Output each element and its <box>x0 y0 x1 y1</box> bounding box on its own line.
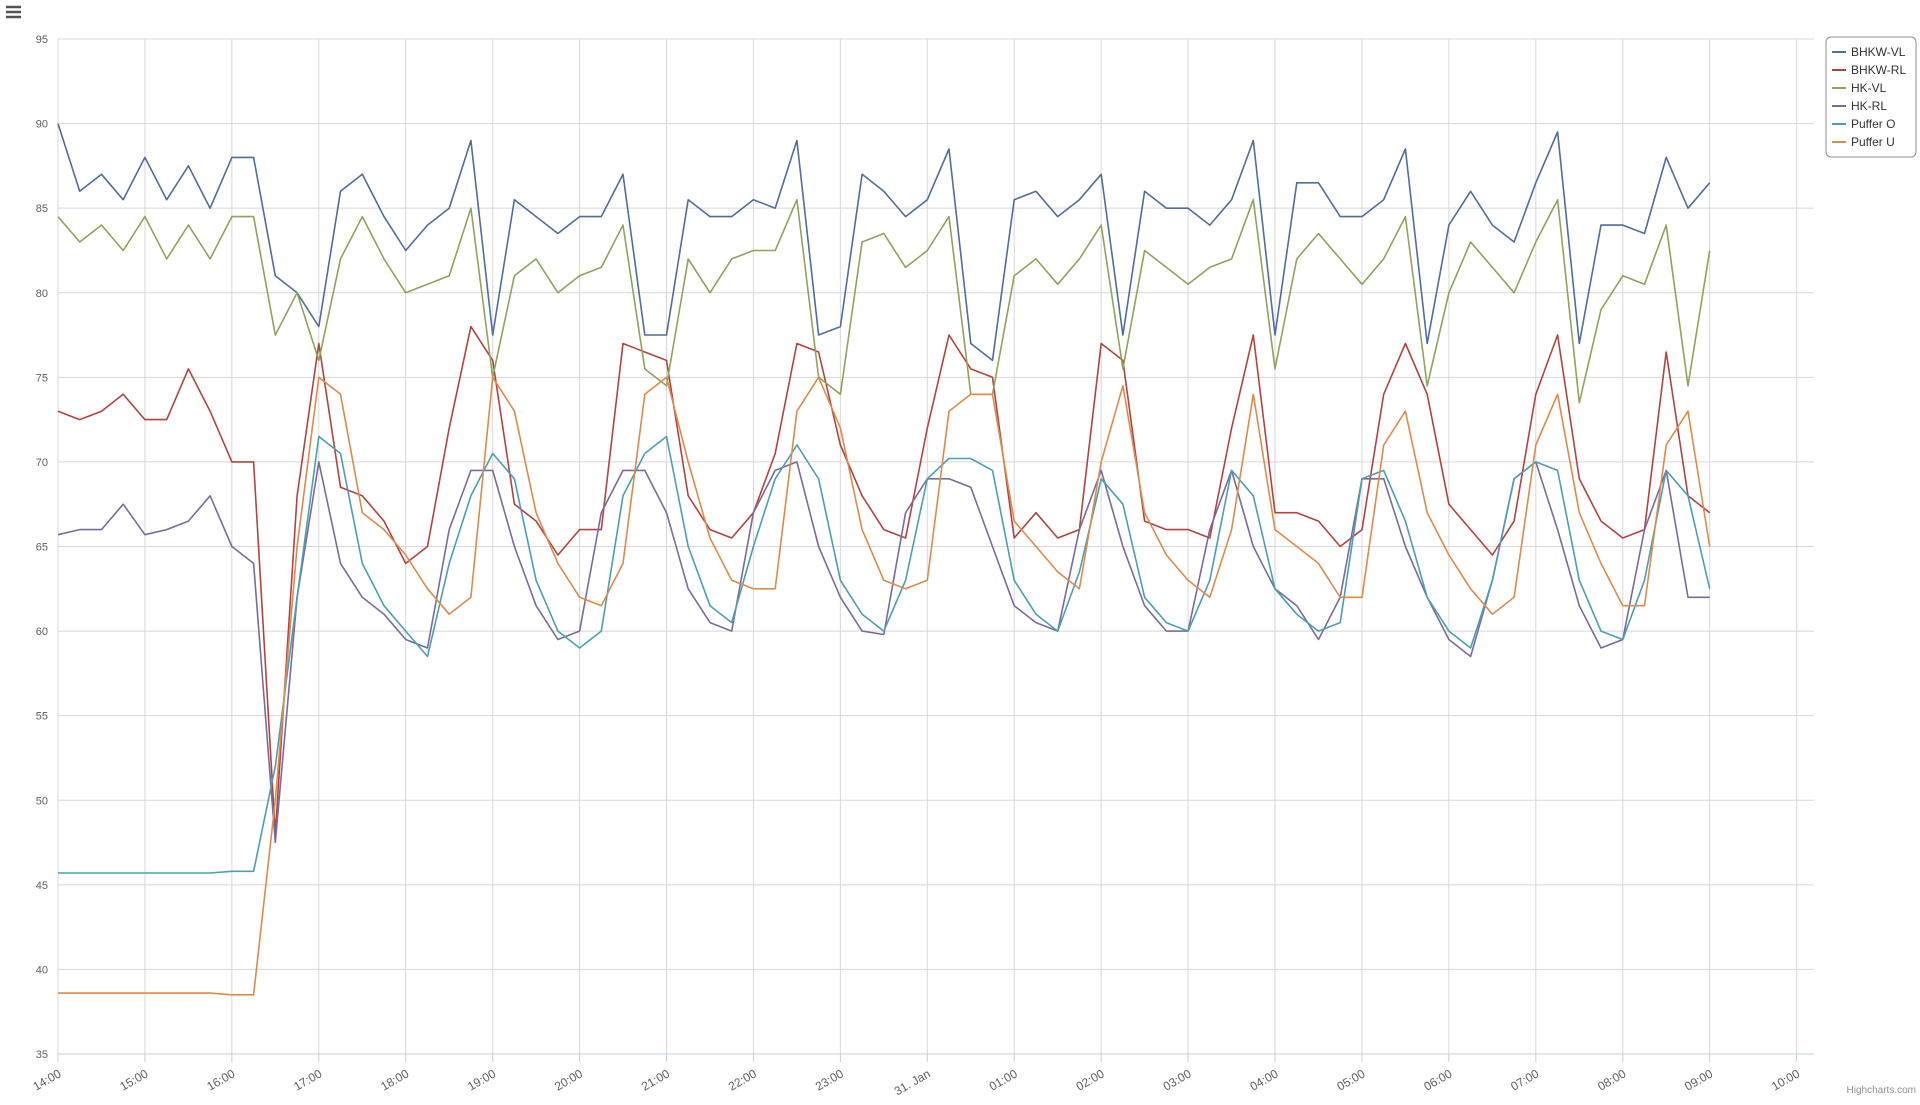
x-tick-label: 16:00 <box>204 1066 237 1093</box>
menu-button[interactable] <box>2 2 26 22</box>
legend-item[interactable]: HK-RL <box>1832 99 1887 113</box>
legend: BHKW-VL BHKW-RL HK-VL HK-RL Puffer O Puffer U <box>1825 36 1917 158</box>
x-tick-label: 18:00 <box>378 1066 411 1093</box>
credits[interactable]: Highcharts.com <box>1847 1085 1916 1096</box>
x-tick-label: 09:00 <box>1682 1066 1715 1093</box>
y-tick-label: 65 <box>36 542 48 554</box>
legend-item[interactable]: Puffer U <box>1832 135 1895 149</box>
y-tick-label: 85 <box>36 203 48 215</box>
series-line <box>57 198 1711 404</box>
series-line <box>57 325 1711 835</box>
grid <box>57 38 1814 1055</box>
y-tick-label: 55 <box>36 711 48 723</box>
y-tick-label: 40 <box>36 964 48 976</box>
x-tick-label: 10:00 <box>1769 1066 1802 1093</box>
legend-label: Puffer U <box>1851 135 1895 149</box>
x-tick-label: 15:00 <box>117 1066 150 1093</box>
y-tick-label: 75 <box>36 372 48 384</box>
legend-box <box>1825 36 1917 158</box>
y-tick-label: 80 <box>36 288 48 300</box>
series-line <box>57 461 1710 844</box>
series-line <box>58 376 1711 996</box>
x-tick-label: 03:00 <box>1161 1066 1194 1093</box>
x-tick-label: 08:00 <box>1595 1066 1628 1093</box>
y-tick-label: 95 <box>36 34 48 46</box>
series-line <box>57 123 1711 362</box>
x-tick-label: 02:00 <box>1074 1066 1107 1093</box>
x-tick-label: 14:00 <box>30 1066 63 1093</box>
x-tick-label: 07:00 <box>1508 1066 1541 1093</box>
y-tick-label: 50 <box>36 795 48 807</box>
x-tick-label: 17:00 <box>291 1066 324 1093</box>
legend-label: HK-RL <box>1851 99 1887 113</box>
y-tick-label: 70 <box>36 457 48 469</box>
x-tick-label: 31. Jan <box>892 1066 933 1098</box>
x-tick-label: 19:00 <box>465 1066 498 1093</box>
x-tick-label: 22:00 <box>726 1066 759 1093</box>
x-tick-label: 01:00 <box>987 1066 1020 1093</box>
legend-label: BHKW-VL <box>1851 45 1906 59</box>
legend-item[interactable]: Puffer O <box>1832 117 1895 131</box>
x-tick-label: 06:00 <box>1421 1066 1454 1093</box>
series-line <box>58 435 1711 874</box>
legend-label: BHKW-RL <box>1851 63 1906 77</box>
legend-item[interactable]: BHKW-RL <box>1832 63 1906 77</box>
y-tick-label: 90 <box>36 119 48 131</box>
x-tick-label: 05:00 <box>1334 1066 1367 1093</box>
x-tick-label: 23:00 <box>813 1066 846 1093</box>
legend-item[interactable]: BHKW-VL <box>1832 45 1906 59</box>
x-tick-label: 20:00 <box>552 1066 585 1093</box>
x-tick-label: 04:00 <box>1248 1066 1281 1093</box>
legend-item[interactable]: HK-VL <box>1832 81 1887 95</box>
y-tick-label: 60 <box>36 626 48 638</box>
y-tick-label: 45 <box>36 880 48 892</box>
legend-label: Puffer O <box>1851 117 1895 131</box>
y-tick-label: 35 <box>36 1049 48 1061</box>
x-tick-label: 21:00 <box>639 1066 672 1093</box>
legend-label: HK-VL <box>1851 81 1887 95</box>
